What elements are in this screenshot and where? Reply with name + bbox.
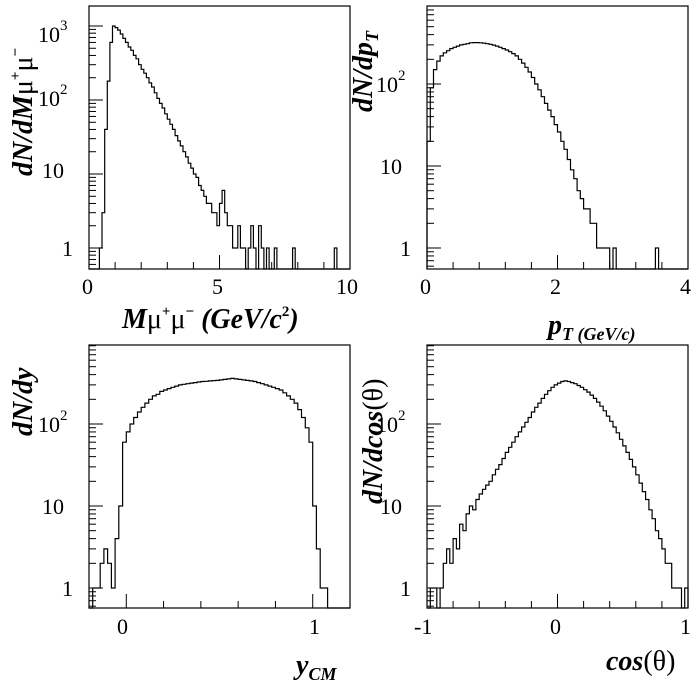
tick-label-y-tr-0: 1 [400,236,411,261]
x-axis-label-mass: Mμ+μ− (GeV/c2) [121,304,299,335]
tick-label-y-tl-3: 103 [38,18,68,47]
tick-label-y-br-1: 10 [380,494,402,519]
histogram-line-rapidity [89,377,350,609]
tick-label-x-bl-0: 0 [117,614,128,639]
tick-label-x-br-1: 0 [550,614,561,639]
x-axis-label-rapidity: yCM [293,650,337,684]
tick-label-y-bl-0: 1 [62,576,73,601]
tick-label-x-tr-2: 4 [680,274,691,299]
panel-frame-bottom-left [88,344,351,609]
tick-label-y-tl-1: 10 [42,158,64,183]
tick-label-y-tr-1: 10 [380,154,402,179]
tick-label-x-br-2: 1 [680,614,691,639]
axis-ticks [88,9,689,608]
tick-label-x-tr-0: 0 [420,274,431,299]
tick-label-y-bl-2: 102 [38,408,68,437]
y-axis-label-rapidity: dN/dy [8,367,39,436]
x-axis-label-pt: pT (GeV/c) [546,310,635,345]
tick-label-x-tr-1: 2 [550,274,561,299]
tick-label-x-br-0: -1 [414,614,432,639]
tick-label-y-br-0: 1 [400,576,411,601]
tick-label-y-tr-2: 102 [376,68,406,97]
tick-label-x-tl-1: 5 [212,274,223,299]
y-axis-label-mass: dN/dMμ+μ− [8,48,39,176]
tick-label-y-bl-1: 10 [42,494,64,519]
histogram-line-pt [426,42,688,270]
panel-frame-top-right [426,5,689,270]
histogram-line-mass [89,25,350,270]
y-axis-label-pt: dN/dpT [348,30,382,112]
tick-label-x-bl-1: 1 [309,614,320,639]
histogram-line-costheta [427,380,689,609]
tick-label-y-tl-0: 1 [62,236,73,261]
tick-label-x-tl-0: 0 [82,274,93,299]
tick-label-x-tl-2: 10 [336,274,358,299]
tick-label-y-tl-2: 102 [38,82,68,111]
y-axis-label-costheta: dN/dcos(θ) [358,379,389,504]
x-axis-label-costheta: cos(θ) [606,646,675,677]
